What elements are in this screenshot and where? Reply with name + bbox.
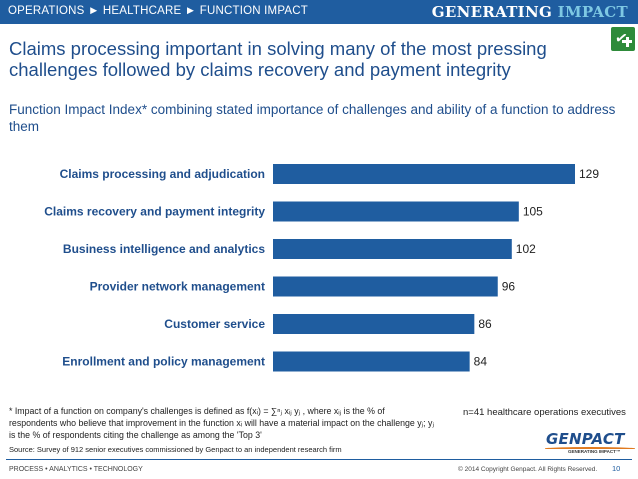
category-label-1: Claims recovery and payment integrity bbox=[44, 205, 265, 219]
bar-chart: Claims processing and adjudication 129 Cla… bbox=[44, 164, 599, 372]
breadcrumb: OPERATIONS ► HEALTHCARE ► FUNCTION IMPAC… bbox=[8, 5, 308, 17]
bar-2 bbox=[273, 239, 512, 259]
value-label-5: 84 bbox=[474, 355, 488, 369]
footer-divider bbox=[6, 459, 632, 460]
bar-1 bbox=[273, 201, 519, 222]
page-number: 10 bbox=[612, 464, 621, 473]
category-label-3: Provider network management bbox=[90, 280, 265, 294]
value-label-4: 86 bbox=[478, 317, 492, 331]
value-label-0: 129 bbox=[579, 167, 599, 181]
category-label-5: Enrollment and policy management bbox=[62, 355, 265, 369]
logo-tagline: GENERATING IMPACT™ bbox=[568, 449, 621, 454]
bar-5 bbox=[273, 351, 470, 372]
footer-tagline: PROCESS • ANALYTICS • TECHNOLOGY bbox=[9, 466, 143, 473]
value-label-3: 96 bbox=[502, 280, 516, 294]
healthcare-cross-icon: ✓ bbox=[611, 27, 635, 51]
category-label-0: Claims processing and adjudication bbox=[60, 167, 265, 181]
top-banner: OPERATIONS ► HEALTHCARE ► FUNCTION IMPAC… bbox=[0, 0, 638, 24]
category-label-4: Customer service bbox=[164, 317, 265, 331]
category-label-2: Business intelligence and analytics bbox=[63, 242, 265, 256]
slide-headline: Claims processing important in solving m… bbox=[9, 38, 547, 80]
footer-copyright: © 2014 Copyright Genpact. All Rights Res… bbox=[458, 466, 598, 473]
footnote: * Impact of a function on company's chal… bbox=[9, 406, 434, 440]
source-note: Source: Survey of 912 senior executives … bbox=[9, 445, 342, 454]
brand-wordmark: GENERATING IMPACT bbox=[432, 3, 628, 21]
value-label-2: 102 bbox=[516, 242, 536, 256]
chart-subtitle: Function Impact Index* combining stated … bbox=[9, 102, 616, 134]
sample-size-note: n=41 healthcare operations executives bbox=[463, 407, 626, 418]
bar-0 bbox=[273, 164, 575, 184]
genpact-logo: GENPACT bbox=[546, 430, 625, 448]
brand-accent: IMPACT bbox=[552, 3, 628, 21]
logo-swoosh bbox=[545, 447, 635, 450]
brand-main: GENERATING bbox=[431, 3, 553, 21]
bar-3 bbox=[273, 276, 498, 297]
bar-4 bbox=[273, 314, 475, 334]
value-label-1: 105 bbox=[523, 205, 543, 219]
